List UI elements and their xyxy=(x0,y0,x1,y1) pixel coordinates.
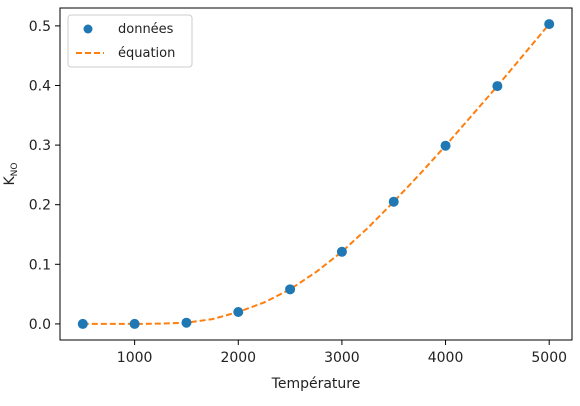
data-point-donnees xyxy=(77,318,88,329)
legend-label-donnees: données xyxy=(118,22,174,37)
y-tick-labels: 0.0 0.1 0.2 0.3 0.4 0.5 xyxy=(29,19,51,333)
x-tick-label: 5000 xyxy=(531,350,567,366)
tick-marks xyxy=(55,25,550,345)
y-tick-label: 0.5 xyxy=(29,19,51,35)
data-point-donnees xyxy=(336,246,347,257)
y-axis-title-main: K xyxy=(2,176,18,186)
x-tick-label: 2000 xyxy=(220,350,256,366)
data-point-donnees xyxy=(181,317,192,328)
x-tick-label: 1000 xyxy=(117,350,153,366)
legend-marker-donnees xyxy=(83,24,93,34)
y-tick-label: 0.0 xyxy=(29,317,51,333)
data-point-donnees xyxy=(388,196,399,207)
y-tick-label: 0.4 xyxy=(29,78,51,94)
y-axis-title: KNO xyxy=(2,162,20,185)
y-axis-title-sub: NO xyxy=(10,162,20,176)
legend-label-equation: équation xyxy=(118,46,175,61)
data-point-donnees xyxy=(129,318,140,329)
y-tick-label: 0.2 xyxy=(29,198,51,214)
data-point-donnees xyxy=(544,19,555,30)
data-point-donnees xyxy=(492,81,503,92)
data-point-donnees xyxy=(233,306,244,317)
x-tick-label: 3000 xyxy=(324,350,360,366)
legend: données équation xyxy=(67,14,193,68)
data-point-donnees xyxy=(285,284,296,295)
x-axis-title: Température xyxy=(271,376,361,392)
plot-frame xyxy=(59,7,573,341)
y-tick-label: 0.1 xyxy=(29,257,51,273)
series-line-equation xyxy=(82,23,550,325)
data-point-donnees xyxy=(440,140,451,151)
plot-series xyxy=(77,19,555,329)
y-tick-label: 0.3 xyxy=(29,138,51,154)
x-tick-label: 4000 xyxy=(428,350,464,366)
x-tick-labels: 1000 2000 3000 4000 5000 xyxy=(117,350,567,366)
